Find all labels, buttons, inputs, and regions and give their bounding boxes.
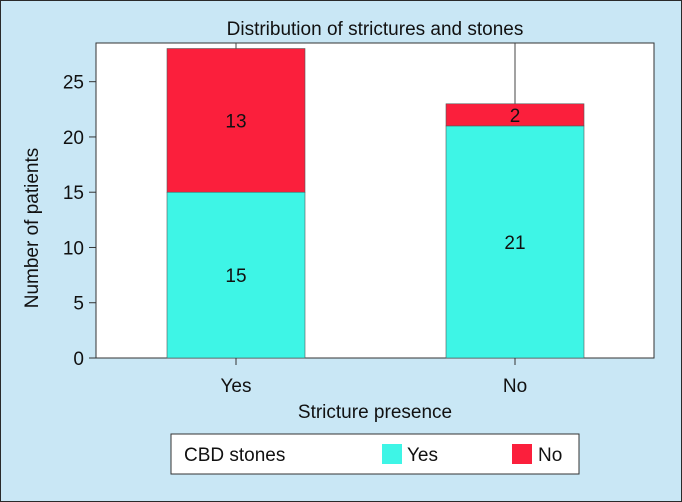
- data-label: 13: [225, 111, 246, 132]
- data-label: 2: [510, 106, 521, 127]
- legend-swatch-yes: [382, 444, 402, 464]
- x-axis-label: Stricture presence: [298, 402, 452, 423]
- y-axis-label: Number of patients: [22, 148, 43, 309]
- y-axis: 0 5 10 15 20 25: [63, 73, 96, 370]
- y-tick-label: 15: [63, 183, 84, 204]
- bar-no-yes: [445, 125, 585, 359]
- x-axis: Yes No: [221, 358, 527, 397]
- y-tick-label: 10: [63, 238, 84, 259]
- x-tick-label: No: [503, 376, 527, 397]
- bar-yes-yes: [166, 191, 306, 359]
- bar-no-no: [445, 103, 585, 127]
- y-tick-label: 20: [63, 128, 84, 149]
- legend-box: [170, 433, 580, 475]
- data-label: 21: [504, 233, 525, 254]
- data-label: 15: [225, 266, 246, 287]
- y-tick-label: 0: [73, 349, 84, 370]
- legend: CBD stones Yes No: [170, 433, 580, 475]
- y-tick-label: 25: [63, 73, 84, 94]
- chart-title: Distribution of strictures and stones: [227, 19, 524, 40]
- y-tick-label: 5: [73, 294, 84, 315]
- x-tick-label: Yes: [221, 376, 252, 397]
- legend-title: CBD stones: [184, 445, 285, 466]
- legend-label-yes: Yes: [407, 445, 438, 466]
- legend-swatch-no: [512, 444, 532, 464]
- legend-label-no: No: [538, 445, 562, 466]
- bar-yes-no: [166, 48, 306, 193]
- bars: 15 13 21 2: [166, 48, 585, 359]
